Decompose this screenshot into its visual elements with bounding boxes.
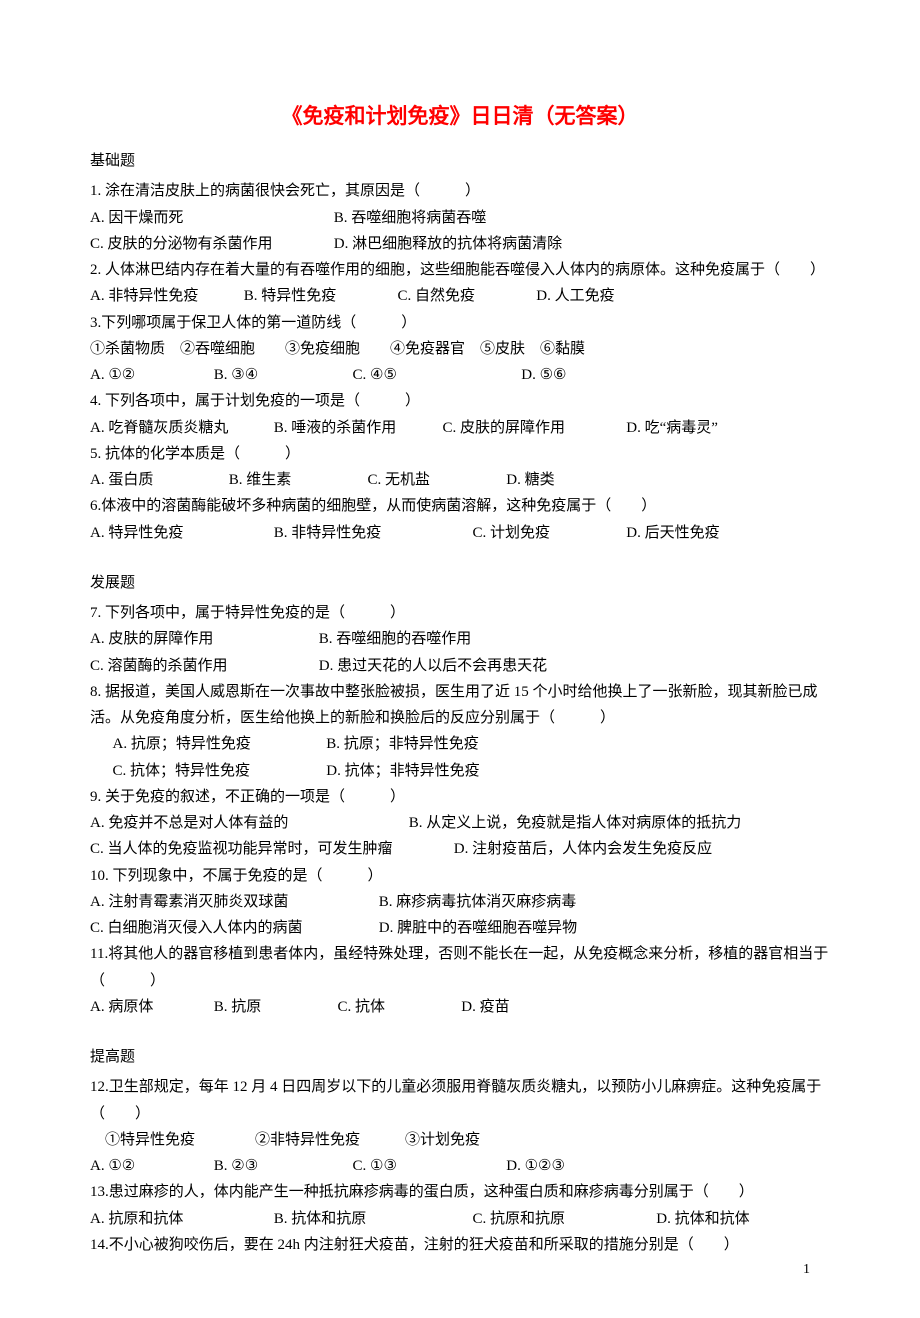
question-1-options-row1: A. 因干燥而死 B. 吞噬细胞将病菌吞噬	[90, 205, 830, 231]
q5-opt-b: B. 维生素	[229, 467, 364, 493]
question-8-options-row2: C. 抗体；特异性免疫 D. 抗体；非特异性免疫	[90, 758, 830, 784]
q12-opt-b: B. ②③	[214, 1153, 349, 1179]
q6-opt-a: A. 特异性免疫	[90, 520, 270, 546]
q3-opt-b: B. ③④	[214, 362, 349, 388]
q7-opt-d: D. 患过天花的人以后不会再患天花	[319, 653, 547, 679]
q7-opt-a: A. 皮肤的屏障作用	[90, 626, 315, 652]
question-4-options: A. 吃脊髓灰质炎糖丸 B. 唾液的杀菌作用 C. 皮肤的屏障作用 D. 吃“病…	[90, 415, 830, 441]
q13-opt-d: D. 抗体和抗体	[656, 1206, 749, 1232]
question-10-options-row2: C. 白细胞消灭侵入人体内的病菌 D. 脾脏中的吞噬细胞吞噬异物	[90, 915, 830, 941]
question-9-options-row1: A. 免疫并不总是对人体有益的 B. 从定义上说，免疫就是指人体对病原体的抵抗力	[90, 810, 830, 836]
q7-opt-b: B. 吞噬细胞的吞噬作用	[319, 626, 472, 652]
q12-opt-a: A. ①②	[90, 1153, 210, 1179]
question-2-options: A. 非特异性免疫 B. 特异性免疫 C. 自然免疫 D. 人工免疫	[90, 283, 830, 309]
question-1: 1. 涂在清洁皮肤上的病菌很快会死亡，其原因是（ ）	[90, 178, 830, 204]
question-14: 14.不小心被狗咬伤后，要在 24h 内注射狂犬疫苗，注射的狂犬疫苗和所采取的措…	[90, 1232, 830, 1258]
q13-opt-c: C. 抗原和抗原	[473, 1206, 653, 1232]
q4-opt-d: D. 吃“病毒灵”	[626, 415, 718, 441]
document-title: 《免疫和计划免疫》日日清（无答案）	[90, 100, 830, 130]
question-3-items: ①杀菌物质 ②吞噬细胞 ③免疫细胞 ④免疫器官 ⑤皮肤 ⑥黏膜	[90, 336, 830, 362]
q3-opt-a: A. ①②	[90, 362, 210, 388]
question-4: 4. 下列各项中，属于计划免疫的一项是（ ）	[90, 388, 830, 414]
q12-opt-c: C. ①③	[353, 1153, 503, 1179]
question-12: 12.卫生部规定，每年 12 月 4 日四周岁以下的儿童必须服用脊髓灰质炎糖丸，…	[90, 1074, 830, 1127]
question-5-options: A. 蛋白质 B. 维生素 C. 无机盐 D. 糖类	[90, 467, 830, 493]
q8-opt-a: A. 抗原；特异性免疫	[113, 731, 323, 757]
page-number: 1	[803, 1262, 810, 1278]
q5-opt-d: D. 糖类	[506, 467, 554, 493]
q2-opt-a: A. 非特异性免疫	[90, 283, 240, 309]
q6-opt-b: B. 非特异性免疫	[274, 520, 469, 546]
q11-opt-b: B. 抗原	[214, 994, 334, 1020]
q4-opt-b: B. 唾液的杀菌作用	[274, 415, 439, 441]
question-10-options-row1: A. 注射青霉素消灭肺炎双球菌 B. 麻疹病毒抗体消灭麻疹病毒	[90, 889, 830, 915]
q1-opt-a: A. 因干燥而死	[90, 205, 330, 231]
question-7: 7. 下列各项中，属于特异性免疫的是（ ）	[90, 600, 830, 626]
question-13: 13.患过麻疹的人，体内能产生一种抵抗麻疹病毒的蛋白质，这种蛋白质和麻疹病毒分别…	[90, 1179, 830, 1205]
q2-opt-d: D. 人工免疫	[536, 283, 614, 309]
q4-opt-c: C. 皮肤的屏障作用	[443, 415, 623, 441]
question-9: 9. 关于免疫的叙述，不正确的一项是（ ）	[90, 784, 830, 810]
question-7-options-row1: A. 皮肤的屏障作用 B. 吞噬细胞的吞噬作用	[90, 626, 830, 652]
question-9-options-row2: C. 当人体的免疫监视功能异常时，可发生肿瘤 D. 注射疫苗后，人体内会发生免疫…	[90, 836, 830, 862]
question-1-options-row2: C. 皮肤的分泌物有杀菌作用 D. 淋巴细胞释放的抗体将病菌清除	[90, 231, 830, 257]
q10-opt-c: C. 白细胞消灭侵入人体内的病菌	[90, 915, 375, 941]
q8-opt-d: D. 抗体；非特异性免疫	[326, 758, 479, 784]
q9-opt-a: A. 免疫并不总是对人体有益的	[90, 810, 405, 836]
question-13-options: A. 抗原和抗体 B. 抗体和抗原 C. 抗原和抗原 D. 抗体和抗体	[90, 1206, 830, 1232]
section-basic: 基础题	[90, 148, 830, 174]
q9-opt-b: B. 从定义上说，免疫就是指人体对病原体的抵抗力	[409, 810, 742, 836]
q12-opt-d: D. ①②③	[506, 1153, 565, 1179]
question-6: 6.体液中的溶菌酶能破坏多种病菌的细胞壁，从而使病菌溶解，这种免疫属于（ ）	[90, 493, 830, 519]
q10-opt-d: D. 脾脏中的吞噬细胞吞噬异物	[379, 915, 577, 941]
q2-opt-b: B. 特异性免疫	[244, 283, 394, 309]
q5-opt-c: C. 无机盐	[368, 467, 503, 493]
question-12-items: ①特异性免疫 ②非特异性免疫 ③计划免疫	[90, 1127, 830, 1153]
q9-opt-d: D. 注射疫苗后，人体内会发生免疫反应	[454, 836, 712, 862]
q6-opt-d: D. 后天性免疫	[626, 520, 719, 546]
question-3-options: A. ①② B. ③④ C. ④⑤ D. ⑤⑥	[90, 362, 830, 388]
q11-opt-a: A. 病原体	[90, 994, 210, 1020]
question-11-options: A. 病原体 B. 抗原 C. 抗体 D. 疫苗	[90, 994, 830, 1020]
q1-opt-d: D. 淋巴细胞释放的抗体将病菌清除	[334, 231, 562, 257]
q9-opt-c: C. 当人体的免疫监视功能异常时，可发生肿瘤	[90, 836, 450, 862]
q11-opt-c: C. 抗体	[338, 994, 458, 1020]
q13-opt-b: B. 抗体和抗原	[274, 1206, 469, 1232]
document-page: 《免疫和计划免疫》日日清（无答案） 基础题 1. 涂在清洁皮肤上的病菌很快会死亡…	[0, 0, 920, 1318]
question-12-options: A. ①② B. ②③ C. ①③ D. ①②③	[90, 1153, 830, 1179]
question-5: 5. 抗体的化学本质是（ ）	[90, 441, 830, 467]
q2-opt-c: C. 自然免疫	[398, 283, 533, 309]
q5-opt-a: A. 蛋白质	[90, 467, 225, 493]
q10-opt-a: A. 注射青霉素消灭肺炎双球菌	[90, 889, 375, 915]
q3-opt-c: C. ④⑤	[353, 362, 518, 388]
question-2: 2. 人体淋巴结内存在着大量的有吞噬作用的细胞，这些细胞能吞噬侵入人体内的病原体…	[90, 257, 830, 283]
q13-opt-a: A. 抗原和抗体	[90, 1206, 270, 1232]
question-8-options-row1: A. 抗原；特异性免疫 B. 抗原；非特异性免疫	[90, 731, 830, 757]
q6-opt-c: C. 计划免疫	[473, 520, 623, 546]
section-develop: 发展题	[90, 570, 830, 596]
q10-opt-b: B. 麻疹病毒抗体消灭麻疹病毒	[379, 889, 577, 915]
q7-opt-c: C. 溶菌酶的杀菌作用	[90, 653, 315, 679]
q1-opt-c: C. 皮肤的分泌物有杀菌作用	[90, 231, 330, 257]
q1-opt-b: B. 吞噬细胞将病菌吞噬	[334, 205, 487, 231]
question-7-options-row2: C. 溶菌酶的杀菌作用 D. 患过天花的人以后不会再患天花	[90, 653, 830, 679]
question-8: 8. 据报道，美国人威恩斯在一次事故中整张脸被损，医生用了近 15 个小时给他换…	[90, 679, 830, 732]
q8-opt-b: B. 抗原；非特异性免疫	[326, 731, 479, 757]
q11-opt-d: D. 疫苗	[461, 994, 509, 1020]
question-11: 11.将其他人的器官移植到患者体内，虽经特殊处理，否则不能长在一起，从免疫概念来…	[90, 941, 830, 994]
section-advance: 提高题	[90, 1044, 830, 1070]
q3-opt-d: D. ⑤⑥	[521, 362, 566, 388]
question-10: 10. 下列现象中，不属于免疫的是（ ）	[90, 863, 830, 889]
q8-opt-c: C. 抗体；特异性免疫	[113, 758, 323, 784]
question-3: 3.下列哪项属于保卫人体的第一道防线（ ）	[90, 310, 830, 336]
question-6-options: A. 特异性免疫 B. 非特异性免疫 C. 计划免疫 D. 后天性免疫	[90, 520, 830, 546]
q4-opt-a: A. 吃脊髓灰质炎糖丸	[90, 415, 270, 441]
